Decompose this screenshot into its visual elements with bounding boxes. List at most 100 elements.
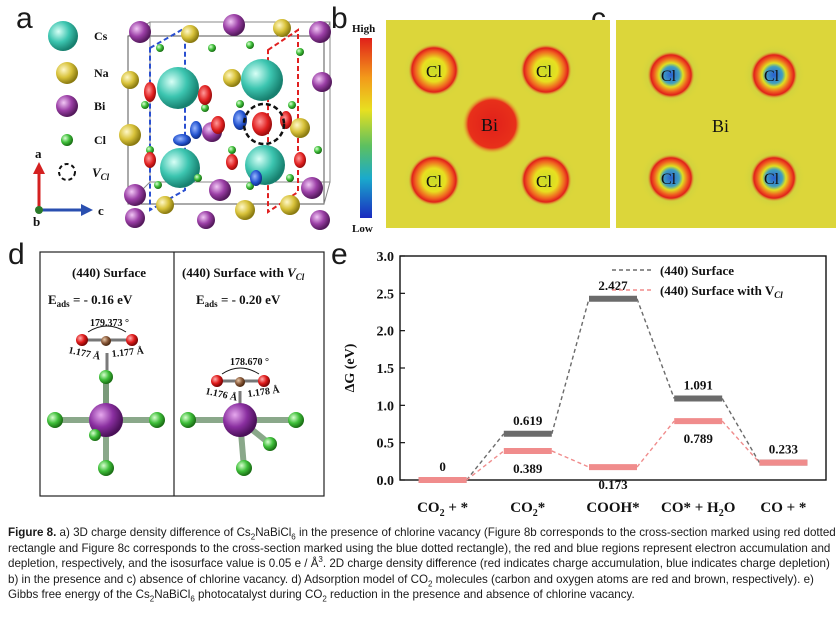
x-tick-label: CO2 + * bbox=[417, 500, 468, 519]
data-label-vacancy: 0.389 bbox=[513, 461, 543, 476]
data-label-surface: 0.233 bbox=[769, 442, 799, 457]
atom-label-cl: Cl bbox=[661, 68, 677, 85]
figure-caption: Figure 8. a) 3D charge density differenc… bbox=[8, 525, 836, 603]
data-label-surface: 0 bbox=[439, 459, 446, 474]
gibbs-free-energy-chart: 0.00.51.01.52.02.53.0 CO2 + * CO2* COOH* CO… bbox=[343, 250, 827, 519]
left-adsorption-model bbox=[47, 325, 165, 476]
data-label-surface: 0.619 bbox=[513, 413, 543, 428]
left-bond-2: 1.177 Å bbox=[111, 345, 145, 360]
right-bond-2: 1.178 Å bbox=[247, 383, 281, 399]
x-tick-label: COOH* bbox=[586, 500, 639, 516]
atom-label-cl: Cl bbox=[536, 62, 552, 81]
x-tick-label: CO + * bbox=[760, 500, 806, 516]
atom-label-cl: Cl bbox=[764, 171, 780, 188]
legend-label-cs: Cs bbox=[94, 29, 108, 43]
legend-label-cl: Cl bbox=[94, 133, 107, 147]
series-connectors bbox=[466, 298, 761, 481]
atom-label-cl: Cl bbox=[426, 62, 442, 81]
crystal-structure-panel: Cs Na Bi Cl VCl a b c bbox=[33, 14, 332, 230]
caption-text: molecules (carbon and oxygen atoms are r… bbox=[8, 572, 814, 602]
colorbar: High Low bbox=[352, 23, 375, 235]
x-tick-label: CO2* bbox=[510, 500, 545, 519]
y-tick-label: 2.5 bbox=[377, 287, 395, 302]
y-axis-label: ΔG (eV) bbox=[343, 343, 358, 392]
caption-subscript: 2 bbox=[149, 594, 155, 604]
crystal-atoms bbox=[119, 14, 332, 230]
charge-lobes-b bbox=[402, 38, 578, 212]
legend-label-surface: (440) Surface bbox=[660, 263, 734, 278]
legend-label-na: Na bbox=[94, 66, 109, 80]
right-angle: 178.670 ° bbox=[230, 357, 269, 368]
caption-text: . 2D charge density difference (red indi… bbox=[8, 557, 830, 586]
connector-vacancy bbox=[636, 420, 675, 468]
adsorption-models-panel: (440) Surface Eads = - 0.16 eV 179.373 °… bbox=[39, 251, 325, 497]
data-label-surface: 2.427 bbox=[598, 278, 628, 293]
axis-b-label: b bbox=[33, 214, 40, 229]
energy-levels bbox=[418, 295, 808, 483]
charge-map-without-vacancy: Cl Cl Bi Cl Cl bbox=[616, 20, 836, 228]
atom-label-cl: Cl bbox=[764, 68, 780, 85]
caption-subscript: 6 bbox=[190, 594, 195, 604]
right-adsorption-model bbox=[180, 367, 304, 476]
y-axis-ticks: 0.0 0.5 1.0 1.5 2.0 2.5 3.0 bbox=[377, 250, 405, 489]
legend-label-vacancy: (440) Surface with VCl bbox=[660, 283, 783, 300]
atom-label-bi: Bi bbox=[481, 115, 498, 135]
y-tick-label: 3.0 bbox=[377, 250, 395, 265]
caption-text: a) 3D charge density difference of Cs bbox=[56, 526, 251, 539]
colorbar-low-label: Low bbox=[352, 223, 373, 235]
left-angle: 179.373 ° bbox=[90, 318, 129, 329]
connector-surface bbox=[721, 398, 761, 463]
legend-label-bi: Bi bbox=[94, 99, 106, 113]
connector-vacancy bbox=[721, 420, 760, 464]
y-tick-label: 0.0 bbox=[377, 474, 395, 489]
caption-subscript: 2 bbox=[322, 594, 327, 604]
chart-legend: (440) Surface (440) Surface with VCl bbox=[612, 263, 783, 300]
x-tick-label: CO* + H2O bbox=[661, 500, 735, 519]
y-tick-label: 2.0 bbox=[377, 325, 395, 340]
atom-label-cl: Cl bbox=[661, 171, 677, 188]
caption-text: NaBiCl bbox=[154, 588, 191, 602]
lattice-axes: a b c bbox=[33, 146, 104, 229]
cl-atom-swatch bbox=[61, 134, 73, 146]
atom-legend: Cs Na Bi Cl VCl bbox=[48, 21, 110, 182]
y-tick-label: 0.5 bbox=[377, 437, 395, 452]
y-tick-label: 1.5 bbox=[377, 362, 395, 377]
atom-label-cl: Cl bbox=[426, 172, 442, 191]
panel-letter-b: b bbox=[331, 2, 348, 35]
colorbar-high-label: High bbox=[352, 23, 375, 35]
left-model-title: (440) Surface bbox=[72, 265, 146, 280]
data-label-vacancy: 0.789 bbox=[684, 431, 714, 446]
connector-surface bbox=[636, 298, 675, 399]
na-atom-swatch bbox=[56, 62, 78, 84]
caption-subscript: 2 bbox=[427, 579, 433, 589]
connector-vacancy bbox=[551, 450, 590, 468]
caption-superscript: 3 bbox=[318, 555, 323, 565]
connector-vacancy bbox=[466, 450, 505, 481]
right-model-title: (440) Surface with VCl bbox=[182, 265, 305, 282]
data-label-vacancy: 0.173 bbox=[598, 477, 628, 492]
caption-text: reduction in the presence and absence of… bbox=[326, 588, 635, 602]
atom-label-cl: Cl bbox=[536, 172, 552, 191]
panel-letter-d: d bbox=[8, 238, 25, 271]
panel-letter-e: e bbox=[331, 238, 348, 271]
caption-figure-label: Figure 8. bbox=[8, 526, 57, 539]
vacancy-site-marker bbox=[242, 102, 286, 146]
caption-subscript: 2 bbox=[250, 532, 256, 542]
caption-text: in the presence of chlorine vacancy (Fig… bbox=[8, 526, 836, 571]
caption-text: photocatalyst during CO bbox=[194, 588, 323, 602]
axis-a-label: a bbox=[35, 146, 42, 161]
left-eads: Eads = - 0.16 eV bbox=[48, 292, 133, 309]
caption-text: NaBiCl bbox=[255, 526, 292, 539]
data-labels: 0 0.619 0.389 2.427 0.173 1.091 0.789 0.233 bbox=[439, 278, 798, 492]
x-axis-ticks: CO2 + * CO2* COOH* CO* + H2O CO + * bbox=[417, 500, 806, 519]
bi-atom-swatch bbox=[56, 95, 78, 117]
data-label-surface: 1.091 bbox=[684, 378, 713, 393]
right-eads: Eads = - 0.20 eV bbox=[196, 292, 281, 309]
legend-label-vacancy: VCl bbox=[92, 165, 110, 182]
y-tick-label: 1.0 bbox=[377, 399, 395, 414]
vacancy-marker-icon bbox=[58, 163, 76, 181]
panel-letter-a: a bbox=[16, 2, 33, 35]
caption-subscript: 6 bbox=[291, 532, 296, 542]
connector-surface bbox=[466, 433, 505, 481]
right-bond-1: 1.176 Å bbox=[204, 385, 239, 404]
